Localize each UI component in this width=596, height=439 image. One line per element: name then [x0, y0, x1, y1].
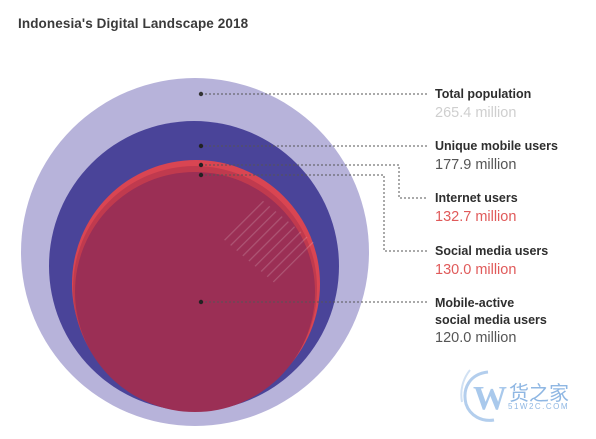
svg-text:W: W	[473, 380, 507, 417]
label-mobile-active-social-users: Mobile-active social media users 120.0 m…	[435, 297, 547, 346]
label-total-population: Total population 265.4 million	[435, 88, 531, 120]
watermark-logo-icon: W	[460, 369, 507, 422]
label-value: 132.7 million	[435, 208, 517, 225]
label-value: 130.0 million	[435, 261, 517, 278]
page-title: Indonesia's Digital Landscape 2018	[18, 16, 249, 31]
label-social-media-users: Social media users 130.0 million	[435, 245, 548, 277]
connector-internet-users	[201, 164, 427, 199]
label-unique-mobile-users: Unique mobile users 177.9 million	[435, 140, 558, 172]
label-value: 265.4 million	[435, 104, 517, 121]
label-name: Internet users	[435, 191, 518, 205]
label-name: Unique mobile users	[435, 139, 558, 153]
label-name-line1: Mobile-active	[435, 296, 515, 310]
marker-social-media-users	[198, 172, 204, 178]
connector-social-media-users	[201, 174, 427, 252]
label-value: 120.0 million	[435, 330, 517, 346]
circle-mobile-active-social-users	[75, 172, 315, 412]
marker-mobile-active-social-users	[198, 299, 204, 305]
label-name-line2: social media users	[435, 312, 547, 327]
label-name: Social media users	[435, 244, 549, 258]
watermark-brand: 货之家	[509, 381, 569, 405]
marker-internet-users	[198, 162, 204, 168]
hatch-decoration	[222, 200, 318, 286]
watermark-domain: 51W2C.COM	[508, 402, 570, 411]
label-internet-users: Internet users 132.7 million	[435, 192, 518, 224]
label-value: 177.9 million	[435, 156, 517, 173]
marker-total-population	[198, 91, 204, 97]
marker-unique-mobile-users	[198, 143, 204, 149]
label-name: Total population	[435, 87, 532, 101]
